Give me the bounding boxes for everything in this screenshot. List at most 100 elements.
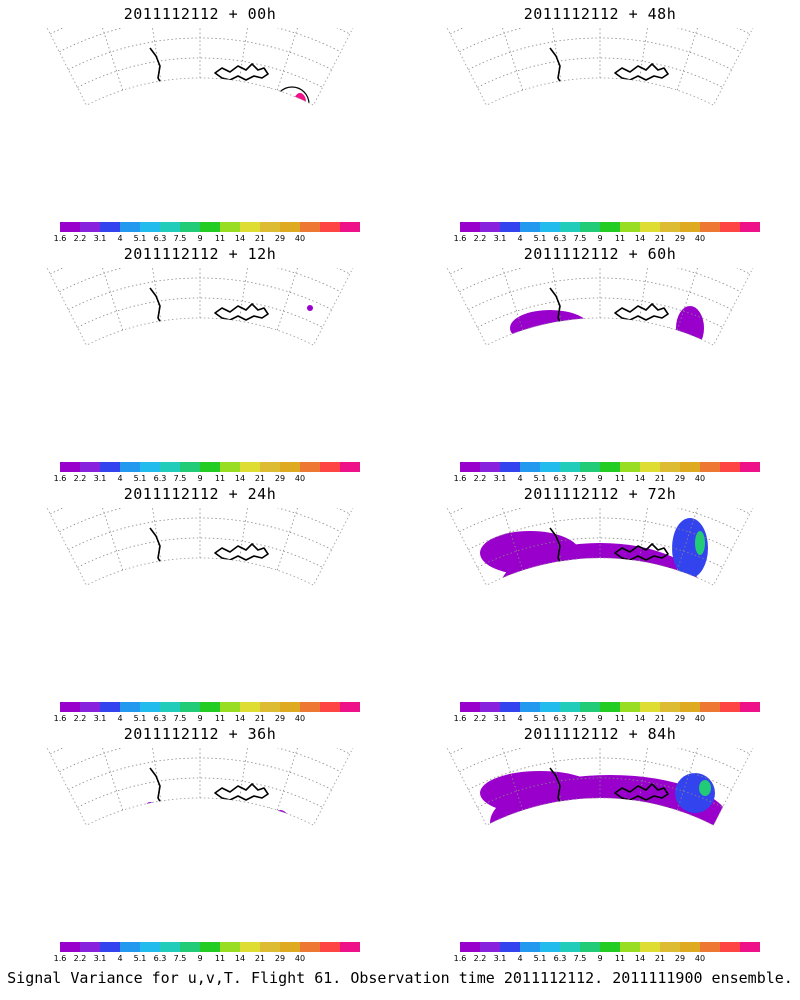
latitude-line	[459, 508, 741, 533]
coastline	[604, 327, 671, 346]
colorbar-swatch	[340, 462, 360, 472]
coastline	[420, 846, 430, 862]
coastline	[682, 606, 752, 636]
panel-title: 2011112112 + 84h	[523, 725, 677, 743]
panel-title: 2011112112 + 48h	[523, 5, 677, 23]
colorbar-ticks: 1.6 2.2 3.1 4 5.1 6.3 7.5 9 11 14 21 29 40	[54, 954, 360, 964]
colorbar-swatch	[240, 702, 260, 712]
colorbar-tick-label: 3.1	[93, 234, 107, 243]
colorbar-swatch	[700, 462, 720, 472]
map-panel: 2011112112 + 84h 1.6 2.2 3.1 4 5.1 6.3 7.5 9 11 14…	[400, 720, 800, 965]
island	[580, 652, 583, 655]
coastline	[204, 567, 271, 586]
variance-contour	[272, 810, 288, 826]
meridian-line	[238, 28, 256, 82]
island	[638, 96, 642, 100]
polar-map	[46, 28, 354, 106]
colorbar-tick-label: 7.5	[573, 234, 587, 243]
island	[246, 98, 250, 102]
colorbar-tick-label: 21	[254, 714, 266, 723]
colorbar-swatch	[700, 702, 720, 712]
island	[180, 652, 183, 655]
coastline	[440, 112, 682, 164]
colorbar-swatch	[740, 462, 760, 472]
coastline	[99, 821, 119, 826]
colorbar-tick-label: 21	[254, 954, 266, 963]
meridian-line	[238, 268, 256, 322]
colorbar-swatch	[540, 702, 560, 712]
colorbar-ticks: 1.6 2.2 3.1 4 5.1 6.3 7.5 9 11 14 21 29 40	[454, 714, 760, 724]
variance-contour	[550, 98, 590, 106]
colorbar-swatch	[700, 942, 720, 952]
colorbar-swatch	[340, 942, 360, 952]
colorbar-tick-label: 6.3	[153, 954, 167, 963]
island	[646, 578, 650, 582]
colorbar-tick-label: 7.5	[173, 714, 187, 723]
colorbar-swatch	[320, 702, 340, 712]
meridian-line	[544, 508, 562, 562]
colorbar-swatch	[80, 702, 100, 712]
colorbar-swatch	[200, 462, 220, 472]
colorbar-swatch	[520, 462, 540, 472]
colorbar-swatch	[680, 462, 700, 472]
coastline	[99, 341, 119, 346]
coastline	[40, 352, 282, 404]
variance-contour	[551, 836, 579, 852]
panel-title: 2011112112 + 36h	[123, 725, 277, 743]
polar-map	[40, 268, 354, 408]
colorbar-swatch	[500, 942, 520, 952]
island	[630, 338, 634, 342]
map-panel: 2011112112 + 60h 1.6 2.2 3.1 4 5.1 6.3 7.5 9 11 14…	[400, 240, 800, 485]
colorbar-tick-label: 11	[614, 474, 626, 483]
colorbar-swatch	[720, 222, 740, 232]
colorbar-tick-label: 1.6	[453, 714, 467, 723]
coastline	[640, 626, 662, 660]
colorbar-swatch	[120, 702, 140, 712]
latitude-line	[59, 748, 341, 773]
island	[246, 818, 250, 822]
meridian-line	[676, 508, 711, 571]
variance-contour	[591, 123, 619, 137]
variance-contour	[540, 865, 560, 881]
colorbar-swatch	[140, 942, 160, 952]
map-boundary	[446, 28, 754, 106]
meridian-line	[89, 28, 124, 91]
colorbar	[460, 222, 760, 232]
colorbar-swatch	[560, 942, 580, 952]
coastline	[204, 807, 271, 826]
meridian-line	[276, 268, 311, 331]
latitude-line	[77, 537, 323, 568]
colorbar	[460, 702, 760, 712]
colorbar-tick-label: 7.5	[573, 714, 587, 723]
colorbar-swatch	[60, 702, 80, 712]
colorbar-tick-label: 3.1	[93, 954, 107, 963]
colorbar-tick-label: 2.2	[473, 234, 487, 243]
coastline	[300, 398, 330, 408]
colorbar-swatch	[80, 462, 100, 472]
latitude-line	[477, 777, 723, 808]
colorbar-tick-label: 5.1	[533, 954, 547, 963]
coastline	[149, 287, 175, 346]
coastline	[614, 303, 669, 321]
island	[580, 172, 583, 175]
colorbar-tick-label: 14	[634, 714, 646, 723]
colorbar-swatch	[660, 942, 680, 952]
colorbar-tick-label: 6.3	[553, 954, 567, 963]
colorbar-swatch	[640, 702, 660, 712]
colorbar-swatch	[200, 702, 220, 712]
island	[744, 122, 747, 125]
colorbar-swatch	[460, 222, 480, 232]
coastline	[678, 834, 700, 852]
map-boundary	[46, 268, 354, 346]
meridian-line	[489, 28, 524, 91]
colorbar-tick-label: 7.5	[173, 234, 187, 243]
map-panel: 2011112112 + 24h 1.6 2.2 3.1 4 5.1 6.3 7.5 9 11 14…	[0, 480, 400, 725]
figure-caption: Signal Variance for u,v,T. Flight 61. Ob…	[7, 969, 793, 987]
colorbar-tick-label: 2.2	[473, 714, 487, 723]
colorbar-tick-label: 2.2	[473, 474, 487, 483]
meridian-line	[544, 748, 562, 802]
panel-title: 2011112112 + 60h	[523, 245, 677, 263]
coastline	[149, 47, 175, 106]
coastline	[604, 807, 671, 826]
island	[630, 578, 634, 582]
